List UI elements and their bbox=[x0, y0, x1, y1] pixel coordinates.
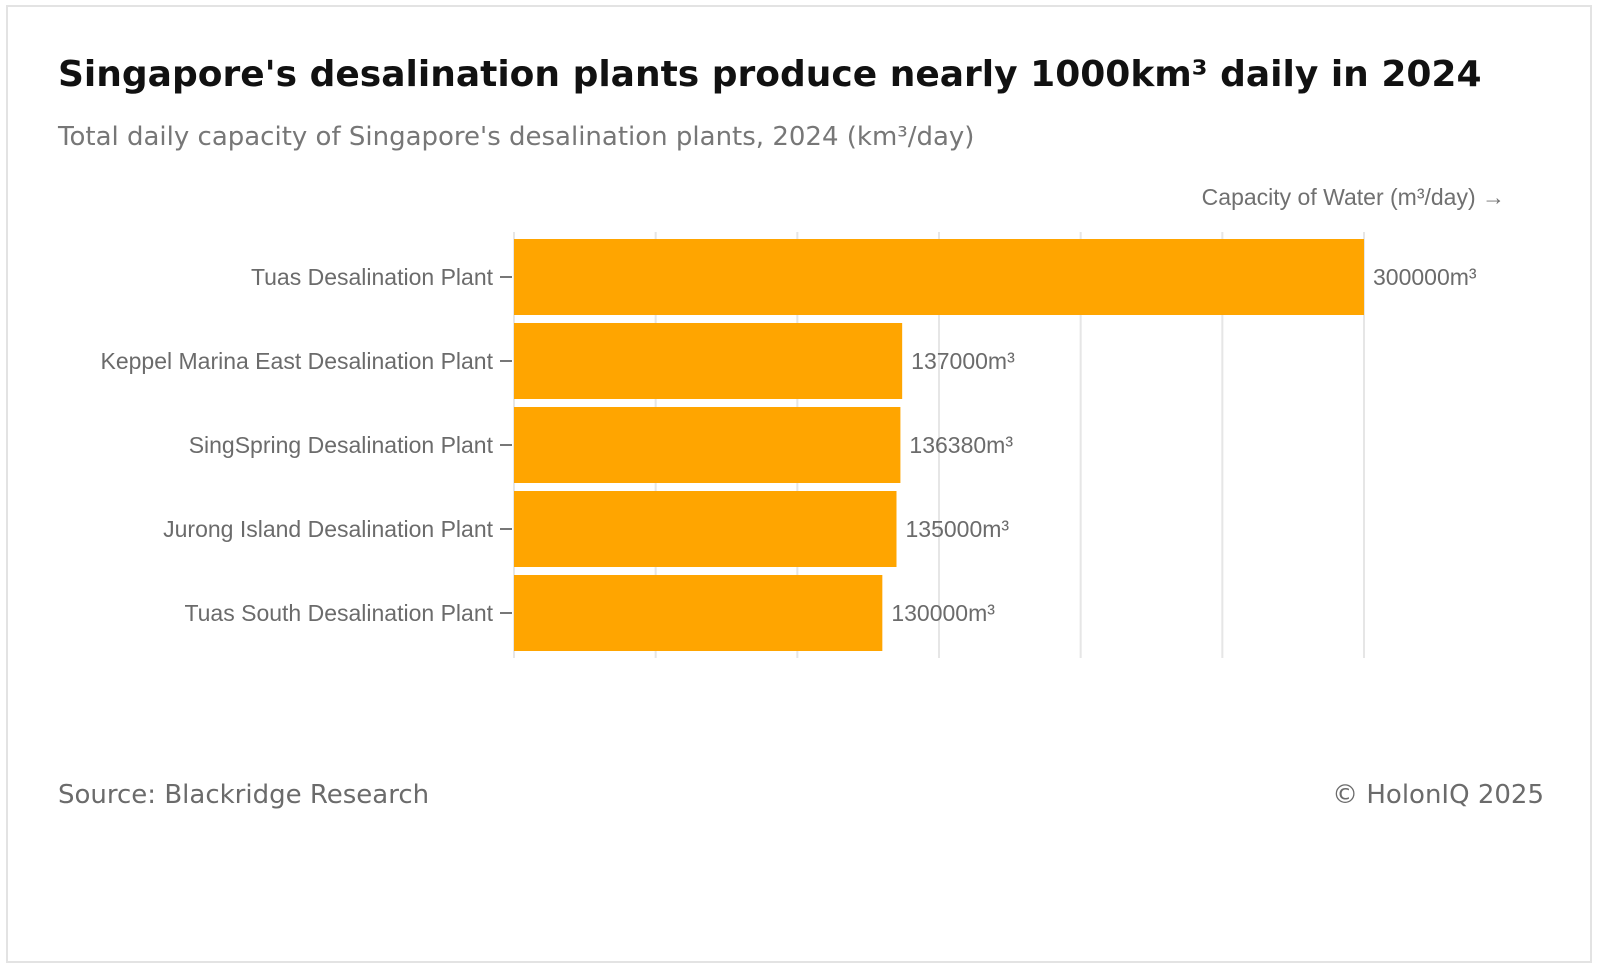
bar bbox=[514, 575, 883, 651]
value-label: 136380m³ bbox=[909, 432, 1013, 458]
value-label: 300000m³ bbox=[1373, 264, 1477, 290]
copyright-note: © HolonIQ 2025 bbox=[1332, 780, 1544, 810]
chart-subtitle: Total daily capacity of Singapore's desa… bbox=[58, 122, 975, 152]
bar bbox=[514, 491, 897, 567]
chart-card bbox=[6, 5, 1592, 963]
chart-title: Singapore's desalination plants produce … bbox=[58, 54, 1482, 95]
value-label: 130000m³ bbox=[891, 600, 995, 626]
value-label: 137000m³ bbox=[911, 348, 1015, 374]
x-axis-title: Capacity of Water (m³/day) → bbox=[1202, 184, 1505, 210]
category-label: Keppel Marina East Desalination Plant bbox=[100, 348, 493, 374]
source-note: Source: Blackridge Research bbox=[58, 780, 430, 810]
category-label: Tuas South Desalination Plant bbox=[184, 600, 493, 626]
bar bbox=[514, 323, 903, 399]
category-label: SingSpring Desalination Plant bbox=[189, 432, 494, 458]
value-label: 135000m³ bbox=[906, 516, 1010, 542]
bar bbox=[514, 407, 901, 483]
bar bbox=[514, 239, 1364, 315]
category-label: Tuas Desalination Plant bbox=[251, 264, 494, 290]
category-label: Jurong Island Desalination Plant bbox=[163, 516, 493, 542]
